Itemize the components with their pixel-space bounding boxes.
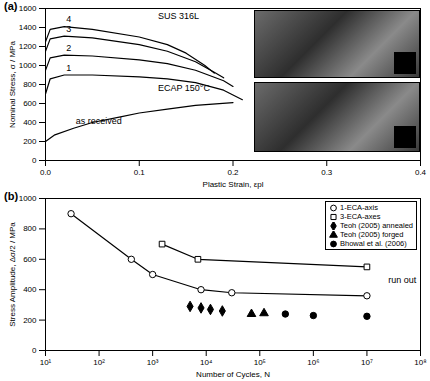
- svg-text:0.2: 0.2: [227, 168, 239, 177]
- svg-text:600: 600: [23, 255, 37, 264]
- html-text:(a): (a): [4, 0, 18, 12]
- svg-text:3: 3: [66, 24, 71, 34]
- svg-text:Stress Amplitude, Δσ/2 / MPa: Stress Amplitude, Δσ/2 / MPa: [8, 222, 17, 327]
- svg-text:10²: 10²: [93, 358, 105, 367]
- svg-text:1600: 1600: [19, 4, 37, 13]
- svg-text:1400: 1400: [19, 23, 37, 32]
- svg-text:0.1: 0.1: [134, 168, 146, 177]
- html-text:(b): (b): [4, 190, 18, 202]
- svg-text:1: 1: [66, 63, 71, 73]
- svg-text:200: 200: [23, 137, 37, 146]
- svg-text:0.4: 0.4: [415, 168, 427, 177]
- svg-text:400: 400: [23, 118, 37, 127]
- html-text:1-ECA-axis: 1-ECA-axis: [340, 203, 378, 212]
- svg-text:Plastic Strain, εpl: Plastic Strain, εpl: [203, 180, 264, 189]
- svg-text:10⁵: 10⁵: [254, 358, 266, 367]
- svg-text:10⁷: 10⁷: [361, 358, 373, 367]
- svg-text:800: 800: [23, 224, 37, 233]
- svg-text:10¹: 10¹: [40, 358, 52, 367]
- svg-text:0.3: 0.3: [321, 168, 333, 177]
- svg-text:800: 800: [23, 80, 37, 89]
- svg-text:600: 600: [23, 99, 37, 108]
- svg-text:run out: run out: [388, 275, 417, 285]
- svg-text:2: 2: [66, 43, 71, 53]
- svg-text:as received: as received: [76, 116, 122, 126]
- svg-text:10⁸: 10⁸: [414, 358, 426, 367]
- svg-text:0.0: 0.0: [40, 168, 52, 177]
- svg-text:10⁴: 10⁴: [200, 358, 213, 367]
- svg-text:4: 4: [66, 14, 71, 24]
- svg-text:ECAP 150°C: ECAP 150°C: [158, 83, 210, 93]
- html-text:Teoh (2005) forged: Teoh (2005) forged: [340, 230, 404, 239]
- svg-text:400: 400: [23, 285, 37, 294]
- svg-text:1200: 1200: [19, 42, 37, 51]
- html-text:Teoh (2005) annealed: Teoh (2005) annealed: [340, 221, 413, 230]
- svg-text:10³: 10³: [147, 358, 159, 367]
- svg-text:10⁶: 10⁶: [307, 358, 319, 367]
- svg-text:0: 0: [32, 346, 37, 355]
- html-text:3-ECA-axes: 3-ECA-axes: [340, 212, 381, 221]
- html-text:Bhowal et al. (2006): Bhowal et al. (2006): [340, 239, 407, 249]
- svg-text:0: 0: [32, 156, 37, 165]
- svg-text:Number of Cycles, N: Number of Cycles, N: [196, 370, 270, 379]
- svg-text:1000: 1000: [19, 194, 37, 203]
- svg-text:1000: 1000: [19, 61, 37, 70]
- svg-text:200: 200: [23, 316, 37, 325]
- svg-text:SUS 316L: SUS 316L: [158, 11, 199, 21]
- svg-text:Nominal Stress, σ / MPa: Nominal Stress, σ / MPa: [8, 41, 17, 128]
